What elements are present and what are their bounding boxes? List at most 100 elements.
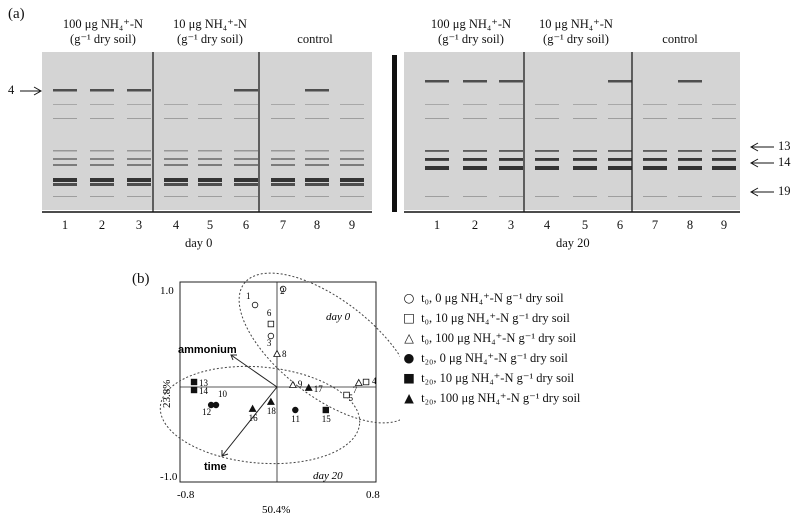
group-line1: control [662, 32, 698, 46]
group-label-control-day0: control [280, 32, 350, 47]
gel-band [425, 166, 449, 170]
ammonium-arrowhead-icon [230, 354, 237, 361]
gel-band [463, 150, 487, 152]
gel-band [573, 118, 597, 119]
lane-number: 9 [720, 218, 728, 232]
gel-band [499, 166, 523, 170]
gel-band [164, 150, 188, 152]
gel-band [499, 196, 523, 197]
legend-item: △ t₀, 100 μg NH₄⁺-N g⁻¹ dry soil [400, 328, 580, 348]
gel-band [127, 118, 151, 119]
gel-band [712, 196, 736, 197]
gel-band [712, 150, 736, 152]
gel-band [463, 158, 487, 161]
gel-band [678, 150, 702, 152]
filled-circle-icon: ● [403, 350, 415, 365]
gel-band [712, 166, 736, 170]
point-open-triangle [288, 380, 297, 388]
group-line2: (g⁻¹ dry soil) [543, 32, 609, 46]
time-arrowhead-icon [221, 450, 229, 457]
lane-number: 8 [313, 218, 321, 232]
legend-text: t₀, 100 μg NH₄⁺-N g⁻¹ dry soil [418, 331, 577, 345]
gel-band [198, 104, 222, 105]
point-label: 7 [353, 385, 358, 395]
time-label: time [204, 461, 227, 473]
gel-band [305, 196, 329, 197]
gel-band [573, 196, 597, 197]
gel-band [234, 164, 258, 166]
lane-number: 8 [686, 218, 694, 232]
gel-band [425, 196, 449, 197]
gel-band [608, 118, 632, 119]
gel-band [463, 80, 487, 83]
lane-number: 5 [206, 218, 214, 232]
point-open-square [267, 320, 275, 328]
gel-band [425, 158, 449, 160]
group-line1: 100 μg NH₄⁺-N [62, 17, 144, 31]
gel-band [712, 158, 736, 160]
gel-band [712, 158, 736, 161]
point-label: 13 [199, 378, 209, 388]
group-label-control-day20: control [645, 32, 715, 47]
gel-band [573, 166, 597, 170]
gel-band [608, 158, 632, 161]
lane-number: 5 [581, 218, 589, 232]
point-label: 12 [202, 407, 211, 417]
gel-band [90, 89, 114, 92]
gel-band [53, 118, 77, 119]
gel-band [608, 150, 632, 152]
gel-band [127, 183, 151, 186]
group-line2: (g⁻¹ dry soil) [438, 32, 504, 46]
gel-band [127, 89, 151, 92]
x-min-tick: -0.8 [177, 489, 195, 501]
gel-band [234, 104, 258, 105]
day20-label: day 20 [556, 236, 590, 250]
gel-band [53, 196, 77, 197]
gel-day0 [42, 52, 372, 213]
gel-background [42, 52, 372, 210]
dgge-gel-images [42, 52, 740, 213]
legend-text: t₂₀, 100 μg NH₄⁺-N g⁻¹ dry soil [418, 391, 581, 405]
gel-background [404, 52, 740, 210]
point-open-circle [267, 332, 275, 340]
point-filled-circle [207, 401, 215, 409]
gel-band [234, 196, 258, 197]
gel-band [340, 183, 364, 186]
point-label: 10 [218, 389, 228, 399]
point-label: 1 [246, 291, 251, 301]
gel-band [608, 150, 632, 152]
legend-text: t₂₀, 0 μg NH₄⁺-N g⁻¹ dry soil [418, 351, 568, 365]
gel-band [643, 150, 667, 152]
lane-number: 6 [242, 218, 250, 232]
point-filled-circle [292, 406, 299, 414]
plot-frame [179, 281, 377, 483]
gel-band [425, 118, 449, 119]
point-filled-triangle [248, 404, 257, 412]
lane-number: 4 [172, 218, 180, 232]
gel-band [164, 104, 188, 105]
gel-band [234, 118, 258, 119]
gel-band [198, 164, 222, 166]
band-marker-13: 13 [778, 139, 791, 153]
gel-band [90, 178, 114, 182]
gel-band [535, 196, 559, 197]
gel-band [271, 178, 295, 182]
gel-band [305, 158, 329, 160]
gel-band [305, 89, 329, 92]
point-filled-square [190, 386, 198, 394]
gel-band [499, 150, 523, 152]
lane-number: 4 [543, 218, 551, 232]
group-line2: (g⁻¹ dry soil) [177, 32, 243, 46]
point-label: 16 [249, 413, 259, 423]
gel-band [643, 118, 667, 119]
group-label-100-day0: 100 μg NH₄⁺-N (g⁻¹ dry soil) [48, 17, 158, 47]
gel-band [678, 150, 702, 152]
gel-band [425, 150, 449, 152]
point-label: 17 [314, 384, 324, 394]
gel-band [463, 104, 487, 105]
gel-band [608, 196, 632, 197]
gel-band [198, 118, 222, 119]
gel-band [499, 118, 523, 119]
legend-item: □ t₀, 10 μg NH₄⁺-N g⁻¹ dry soil [400, 308, 580, 328]
lane-number: 7 [279, 218, 287, 232]
